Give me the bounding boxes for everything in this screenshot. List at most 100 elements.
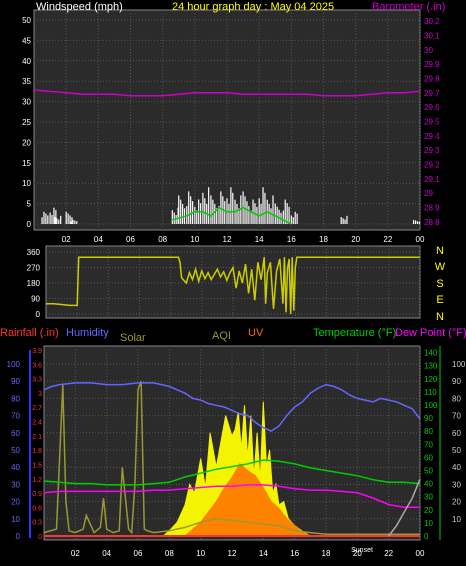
time-tick-label: 10 [196, 549, 205, 558]
rainfall-tick-label: 2.4 [32, 420, 42, 427]
rainfall-tick-label: 3.3 [32, 377, 42, 384]
barometer-tick-label: 29.2 [424, 161, 440, 170]
far-axis-tick-label: 20 [452, 498, 461, 507]
far-axis-tick-label: 100 [452, 360, 466, 369]
direction-tick-label: 180 [27, 279, 41, 288]
temperature-axis-label: Temperature (°F) [313, 327, 396, 339]
compass-label: N [436, 245, 444, 257]
rainfall-tick-label: 2.1 [32, 434, 42, 441]
time-tick-label: 22 [383, 235, 392, 244]
windspeed-tick-label: 25 [22, 118, 31, 127]
time-tick-label: 14 [255, 235, 264, 244]
time-tick-label: 16 [290, 549, 299, 558]
time-tick-label: 22 [384, 549, 393, 558]
time-tick-label: 18 [322, 549, 331, 558]
temperature-tick-label: 40 [424, 480, 433, 489]
time-tick-label: 12 [223, 235, 232, 244]
far-axis-tick-label: 80 [452, 394, 461, 403]
far-axis-tick-label: 30 [452, 480, 461, 489]
time-tick-label: 14 [259, 549, 268, 558]
barometer-tick-label: 29 [424, 189, 433, 198]
far-axis-tick-label: 50 [452, 446, 461, 455]
humidity-tick-label: 40 [11, 463, 20, 472]
far-axis-tick-label: 40 [452, 463, 461, 472]
barometer-tick-label: 28.8 [424, 218, 440, 227]
time-tick-label: 16 [287, 235, 296, 244]
windspeed-axis-label: Windspeed (mph) [36, 1, 123, 13]
far-axis-tick-label: 60 [452, 429, 461, 438]
compass-label: E [436, 294, 443, 306]
barometer-tick-label: 29.6 [424, 103, 440, 112]
barometer-axis-ticks: 28.8 28.9 29 29.1 29.2 29.3 29.4 29.5 29.6 29.7 29… [424, 17, 440, 227]
rainfall-tick-label: 1.8 [32, 448, 42, 455]
time-tick-label: 10 [190, 235, 199, 244]
rainfall-tick-label: 0 [38, 534, 42, 541]
barometer-tick-label: 30 [424, 46, 433, 55]
barometer-tick-label: 29.1 [424, 175, 440, 184]
time-tick-label: 02 [62, 235, 71, 244]
direction-tick-label: 90 [31, 295, 40, 304]
compass-label: N [436, 311, 444, 323]
temperature-tick-label: 60 [424, 453, 433, 462]
temperature-tick-label: 50 [424, 466, 433, 475]
temperature-tick-label: 100 [424, 401, 438, 410]
wind-direction-series [46, 256, 420, 315]
temperature-tick-label: 140 [424, 349, 438, 358]
humidity-tick-label: 100 [7, 360, 21, 369]
rainfall-tick-label: 0.3 [32, 520, 42, 527]
aqi-legend-label: AQI [212, 330, 231, 342]
humidity-tick-label: 0 [16, 532, 21, 541]
direction-tick-label: 0 [36, 310, 41, 319]
time-tick-label: 04 [94, 235, 103, 244]
graph-title: 24 hour graph day : May 04 2025 [172, 1, 334, 13]
humidity-line [43, 382, 421, 432]
multi-sensor-series: Sunset [43, 380, 421, 554]
windspeed-tick-label: 35 [22, 77, 31, 86]
temperature-tick-label: 130 [424, 362, 438, 371]
average-wind-line [172, 206, 292, 225]
barometer-tick-label: 29.4 [424, 132, 440, 141]
rainfall-tick-label: 2.7 [32, 405, 42, 412]
temperature-tick-label: 120 [424, 375, 438, 384]
humidity-tick-label: 20 [11, 498, 20, 507]
rainfall-tick-label: 1.5 [32, 462, 42, 469]
far-axis-tick-label: 90 [452, 377, 461, 386]
wind-barometer-series [33, 89, 421, 225]
barometer-tick-label: 30.2 [424, 17, 440, 26]
barometer-line [33, 89, 421, 97]
rainfall-tick-label: 0.6 [32, 505, 42, 512]
temperature-tick-label: 90 [424, 414, 433, 423]
windspeed-tick-label: 40 [22, 57, 31, 66]
uv-area [183, 463, 311, 537]
sunset-marker-label: Sunset [351, 547, 373, 554]
rainfall-axis-label: Rainfall (.in) [0, 327, 59, 339]
humidity-tick-label: 80 [11, 394, 20, 403]
multi-sensor-time-axis-ticks: 02 04 06 08 10 12 14 16 18 20 22 00 [71, 549, 425, 558]
windspeed-tick-label: 30 [22, 98, 31, 107]
windspeed-tick-label: 0 [27, 220, 32, 229]
humidity-tick-label: 10 [11, 515, 20, 524]
windspeed-tick-label: 20 [22, 138, 31, 147]
temperature-tick-label: 70 [424, 440, 433, 449]
time-tick-label: 08 [165, 549, 174, 558]
dewpoint-line [43, 484, 420, 508]
direction-tick-label: 360 [27, 248, 41, 257]
compass-label: S [436, 278, 443, 290]
time-tick-label: 00 [416, 235, 425, 244]
far-axis-tick-label: 70 [452, 412, 461, 421]
far-axis-line [388, 478, 421, 537]
barometer-tick-label: 29.8 [424, 75, 440, 84]
temperature-tick-label: 20 [424, 506, 433, 515]
rainfall-tick-label: 3.9 [32, 348, 42, 355]
time-tick-label: 00 [416, 549, 425, 558]
time-tick-label: 20 [351, 235, 360, 244]
time-tick-label: 06 [126, 235, 135, 244]
time-tick-label: 02 [71, 549, 80, 558]
wind-direction-line [46, 256, 420, 315]
multi-sensor-chart: 010203040506070809010000.30.60.91.21.51.… [0, 327, 466, 558]
barometer-tick-label: 29.7 [424, 89, 440, 98]
humidity-axis-label: Humidity [66, 327, 109, 339]
